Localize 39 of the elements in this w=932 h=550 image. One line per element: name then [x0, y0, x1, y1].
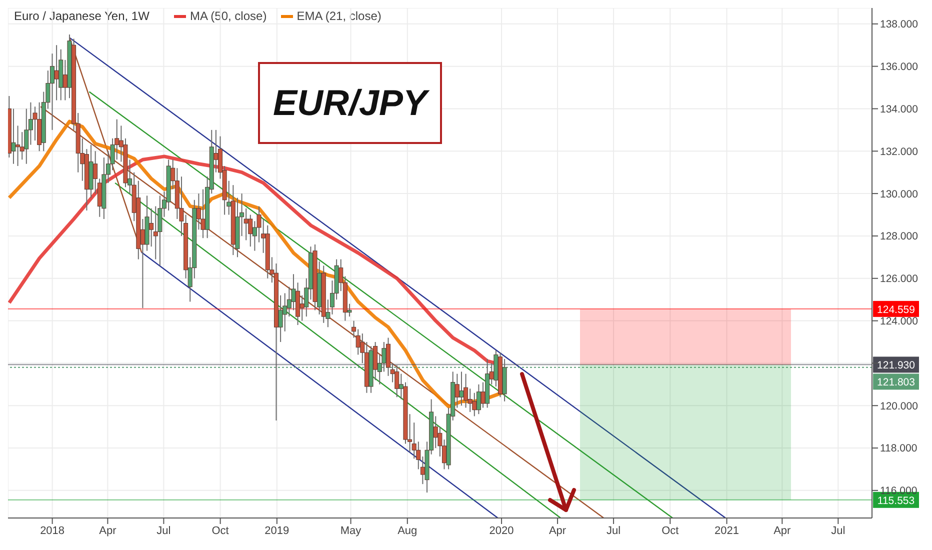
annotation: EUR/JPY — [258, 62, 442, 144]
x-tick-label: 2020 — [489, 524, 514, 537]
ref-line-label: 121.930 — [877, 360, 916, 372]
x-tick-label: Apr — [774, 524, 792, 537]
candlestick — [476, 384, 481, 415]
y-tick-label: 120.000 — [880, 400, 918, 412]
chart-title: Euro / Japanese Yen, 1W — [14, 9, 150, 23]
x-tick-label: Apr — [99, 524, 117, 537]
ref-line-label: 124.559 — [877, 304, 916, 316]
x-tick-label: 2019 — [264, 524, 290, 537]
y-tick-label: 138.000 — [880, 18, 918, 31]
x-tick-label: Jul — [606, 524, 621, 537]
x-tick-label: Apr — [548, 524, 566, 537]
candlestick — [158, 195, 162, 266]
x-tick-label: 2021 — [714, 524, 740, 537]
y-tick-label: 118.000 — [880, 442, 918, 455]
ref-line-label: 121.803 — [877, 376, 916, 389]
y-tick-label: 124.000 — [880, 316, 918, 328]
x-tick-label: Oct — [212, 524, 229, 537]
legend-label: MA (50, close) — [190, 9, 267, 23]
y-tick-label: 130.000 — [880, 188, 918, 200]
candlestick — [472, 392, 477, 417]
x-tick-label: Jul — [156, 524, 171, 537]
y-tick-label: 132.000 — [880, 146, 918, 158]
y-tick-label: 136.000 — [880, 61, 918, 74]
legend-label: EMA (21, close) — [296, 9, 382, 23]
y-tick-label: 126.000 — [880, 273, 918, 286]
y-tick-label: 134.000 — [880, 103, 918, 116]
x-tick-label: Aug — [398, 524, 418, 537]
x-tick-label: Jul — [831, 524, 846, 537]
candlestick — [11, 108, 16, 164]
x-tick-label: Oct — [662, 524, 679, 537]
candlestick — [459, 371, 464, 406]
x-tick-label: 2018 — [40, 524, 65, 537]
candlestick — [200, 188, 206, 239]
candlestick — [54, 44, 59, 101]
y-tick-label: 128.000 — [880, 230, 918, 243]
ref-line-label: 115.553 — [877, 494, 915, 507]
x-tick-label: May — [340, 524, 362, 537]
